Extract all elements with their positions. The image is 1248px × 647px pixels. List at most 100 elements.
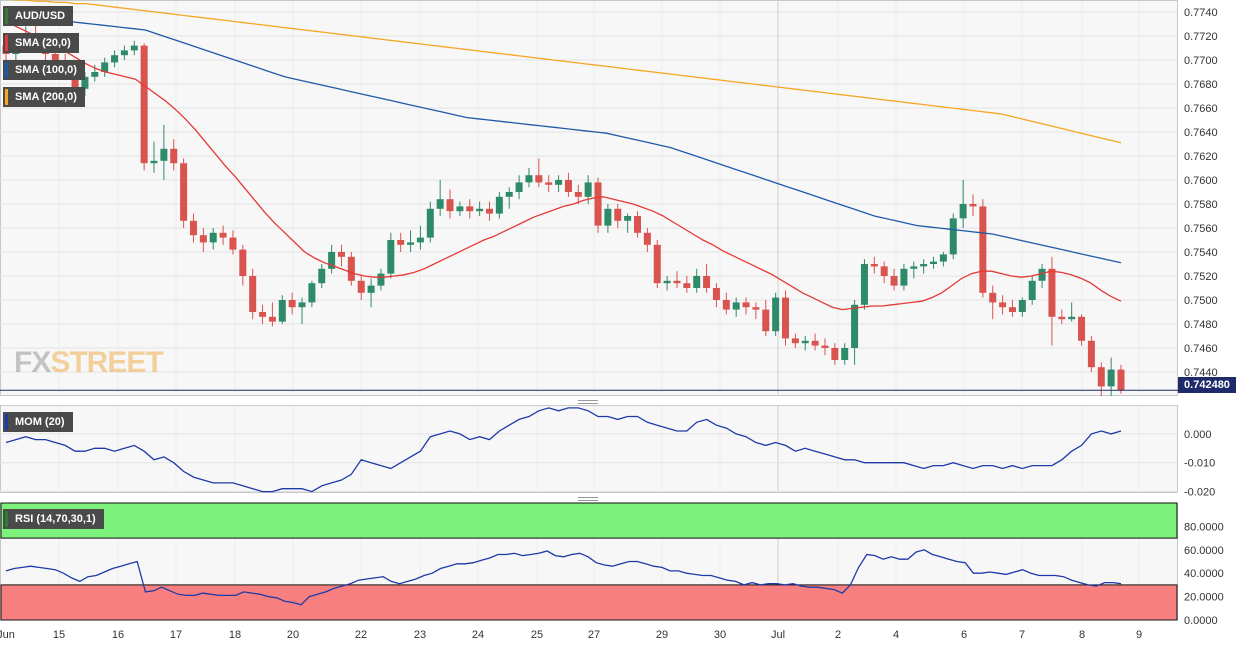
candle-body <box>643 232 651 245</box>
rsi-axis-tick: 60.0000 <box>1184 545 1224 557</box>
candle-body <box>545 182 553 185</box>
candle-body <box>81 76 89 89</box>
candle-body <box>91 72 99 77</box>
candle-body <box>594 182 602 226</box>
candle-body <box>811 340 819 346</box>
price-axis-tick: 0.7440 <box>1184 367 1218 379</box>
candle-body <box>920 264 928 267</box>
price-axis-tick: 0.7720 <box>1184 31 1218 43</box>
x-axis-tick: 4 <box>893 629 899 641</box>
sma20-line <box>5 21 1122 311</box>
price-axis-tick: 0.7620 <box>1184 151 1218 163</box>
sma200-line <box>10 0 1122 144</box>
candle-body <box>614 208 622 221</box>
candle-body <box>1058 316 1066 320</box>
price-axis-tick: 0.7460 <box>1184 343 1218 355</box>
rsi-axis-tick: 40.0000 <box>1184 568 1224 580</box>
candle-body <box>466 206 474 212</box>
candle-body <box>416 237 424 243</box>
rsi-axis-tick: 0.0000 <box>1184 615 1218 627</box>
legend-mom: MOM (20) <box>3 412 73 432</box>
x-axis-tick: 29 <box>656 629 668 641</box>
price-axis-tick: 0.7480 <box>1184 319 1218 331</box>
candle-body <box>979 206 987 293</box>
candle-body <box>772 297 780 332</box>
sma100-line <box>5 13 1122 264</box>
candle-body <box>407 242 415 245</box>
candle-body <box>860 264 868 305</box>
price-axis-tick: 0.7700 <box>1184 55 1218 67</box>
candle-body <box>446 199 454 212</box>
candle-body <box>239 249 247 276</box>
candle-body <box>930 261 938 264</box>
candle-body <box>900 268 908 286</box>
candle-body <box>624 216 632 221</box>
legend-symbol: AUD/USD <box>3 6 74 26</box>
legend-sma100-label: SMA (100,0) <box>15 64 77 76</box>
candle-body <box>268 316 276 322</box>
candle-body <box>801 340 809 344</box>
candle-body <box>722 300 730 310</box>
legend-sma20: SMA (20,0) <box>3 33 79 53</box>
x-axis-tick: 7 <box>1019 629 1025 641</box>
candle-body <box>880 266 888 276</box>
legend-mom-label: MOM (20) <box>15 416 65 428</box>
legend-sma200-swatch <box>5 89 8 105</box>
legend-symbol-label: AUD/USD <box>15 10 66 22</box>
candle-body <box>959 204 967 219</box>
mom-axis-tick: -0.020 <box>1184 487 1215 499</box>
last-price-tag: 0.742480 <box>1178 377 1236 393</box>
candle-body <box>791 338 799 344</box>
x-axis-tick: 15 <box>53 629 65 641</box>
pane-resize-handle-1[interactable] <box>578 400 598 404</box>
candle-body <box>505 192 513 197</box>
x-axis-tick: 20 <box>287 629 299 641</box>
candle-body <box>476 208 484 212</box>
candle-body <box>712 288 720 300</box>
legend-sma100: SMA (100,0) <box>3 60 85 80</box>
candle-body <box>1048 268 1056 317</box>
candle-body <box>436 199 444 209</box>
candle-body <box>910 266 918 269</box>
price-axis-tick: 0.7740 <box>1184 7 1218 19</box>
x-axis-tick: 9 <box>1136 629 1142 641</box>
candle-body <box>229 237 237 250</box>
candle-body <box>397 240 405 245</box>
candle-body <box>693 276 701 288</box>
candle-body <box>999 302 1007 308</box>
rsi-line <box>5 549 1122 606</box>
x-axis-tick: 30 <box>714 629 726 641</box>
candle-body <box>288 300 296 308</box>
price-axis-tick: 0.7500 <box>1184 295 1218 307</box>
candle-body <box>1107 369 1115 387</box>
fxstreet-watermark: FXSTREET <box>14 346 164 379</box>
candle-body <box>298 302 306 308</box>
candle-body <box>1018 300 1026 312</box>
candle-body <box>752 307 760 310</box>
candle-body <box>1068 316 1076 320</box>
candle-body <box>180 163 188 221</box>
candle-body <box>555 180 563 185</box>
mom-axis-tick: 0.000 <box>1184 429 1212 441</box>
price-axis-tick: 0.7680 <box>1184 79 1218 91</box>
x-axis-tick: 23 <box>414 629 426 641</box>
price-axis-tick: 0.7600 <box>1184 175 1218 187</box>
candle-body <box>1117 369 1125 390</box>
candle-body <box>1097 367 1105 387</box>
candle-body <box>318 268 326 284</box>
candle-body <box>841 348 849 360</box>
candle-body <box>564 180 572 192</box>
candle-body <box>111 55 119 63</box>
candle-body <box>653 244 661 284</box>
candle-body <box>199 235 207 243</box>
legend-sma20-swatch <box>5 35 8 51</box>
candle-body <box>357 280 365 293</box>
candle-body <box>485 208 493 214</box>
legend-sma200: SMA (200,0) <box>3 87 85 107</box>
candle-body <box>1038 268 1046 281</box>
legend-sma20-label: SMA (20,0) <box>15 37 71 49</box>
price-axis-tick: 0.7660 <box>1184 103 1218 115</box>
pane-resize-handle-2[interactable] <box>578 497 598 501</box>
legend-rsi-label: RSI (14,70,30,1) <box>15 513 96 525</box>
candle-body <box>890 276 898 286</box>
